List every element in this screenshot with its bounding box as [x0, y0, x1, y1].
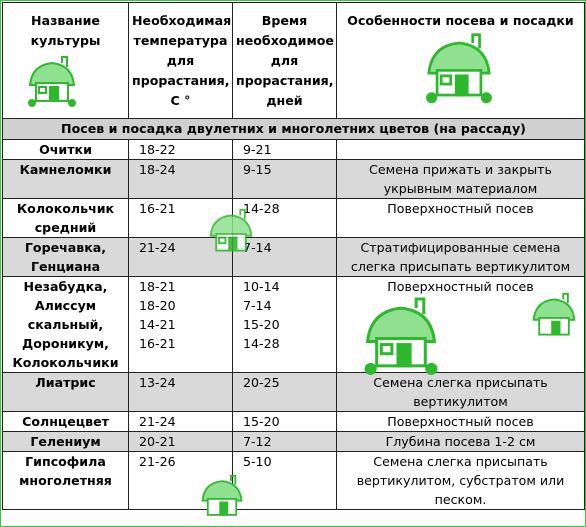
culture-name: Горечавка, Генциана [2, 237, 129, 277]
days-value: 9-15 [232, 159, 337, 199]
house-icon [28, 56, 76, 107]
culture-name: Лиатрис [2, 372, 129, 412]
temperature-value: 18-24 [128, 159, 233, 199]
feature-note: Семена прижать и закрыть укрывным матери… [336, 159, 585, 199]
table-row: Гелениум 20-21 7-12 Глубина посева 1-2 с… [2, 431, 585, 452]
days-value: 7-14 [232, 237, 337, 277]
feature-note: Семена слегка присыпать вертикулитом [336, 372, 585, 412]
house-icon [201, 474, 243, 516]
temperature-value: 21-24 [128, 237, 233, 277]
days-value: 20-25 [232, 372, 337, 412]
culture-name: Колокольчик средний [2, 198, 129, 238]
house-icon [426, 33, 492, 104]
temperature-value: 21-26 [128, 451, 233, 510]
temperature-value: 21-24 [128, 411, 233, 432]
house-icon [532, 292, 576, 336]
feature-note [336, 139, 585, 160]
table-row: Лиатрис 13-24 20-25 Семена слегка присып… [2, 372, 585, 412]
table-row: Гипсофила многолетняя 21-26 5-10 Семена … [2, 451, 585, 510]
culture-name: Гипсофила многолетняя [2, 451, 129, 510]
table-row: Колокольчик средний 16-21 14-28 Поверхно… [2, 198, 585, 238]
temperature-value: 13-24 [128, 372, 233, 412]
house-icon [364, 297, 438, 375]
culture-name: Солнцецвет [2, 411, 129, 432]
header-temperature: Необходимая температура для прорастания,… [128, 2, 233, 119]
days-value: 5-10 [232, 451, 337, 510]
feature-note: Поверхностный посев [336, 411, 585, 432]
table-row: Солнцецвет 21-24 15-20 Поверхностный пос… [2, 411, 585, 432]
culture-name: Гелениум [2, 431, 129, 452]
temperature-value: 18-21 18-20 14-21 16-21 [128, 276, 233, 373]
culture-name: Очитки [2, 139, 129, 160]
days-value: 7-12 [232, 431, 337, 452]
table-row: Камнеломки 18-24 9-15 Семена прижать и з… [2, 159, 585, 199]
feature-note: Стратифицированные семена слегка присыпа… [336, 237, 585, 277]
table-row: Незабудка, Алиссум скальный, Дороникум, … [2, 276, 585, 373]
section-title: Посев и посадка двулетних и многолетних … [2, 118, 585, 140]
temperature-value: 20-21 [128, 431, 233, 452]
house-icon [209, 208, 253, 252]
feature-note: Семена слегка присыпать вертикулитом, су… [336, 451, 585, 510]
section-row: Посев и посадка двулетних и многолетних … [2, 118, 585, 140]
table-row: Горечавка, Генциана 21-24 7-14 Стратифиц… [2, 237, 585, 277]
feature-note: Глубина посева 1-2 см [336, 431, 585, 452]
days-value: 9-21 [232, 139, 337, 160]
culture-name: Камнеломки [2, 159, 129, 199]
header-row: Название культуры Необходимая температур… [2, 2, 585, 119]
seeding-table: Название культуры Необходимая температур… [2, 2, 585, 510]
feature-note: Поверхностный посев [336, 198, 585, 238]
days-value: 15-20 [232, 411, 337, 432]
table-row: Очитки 18-22 9-21 [2, 139, 585, 160]
header-time: Время необходимое для прорастания, дней [232, 2, 337, 119]
days-value: 10-14 7-14 15-20 14-28 [232, 276, 337, 373]
temperature-value: 18-22 [128, 139, 233, 160]
culture-name: Незабудка, Алиссум скальный, Дороникум, … [2, 276, 129, 373]
